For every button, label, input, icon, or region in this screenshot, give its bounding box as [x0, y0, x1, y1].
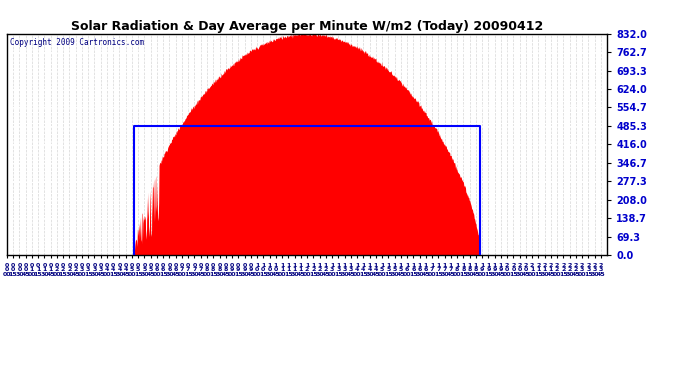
Title: Solar Radiation & Day Average per Minute W/m2 (Today) 20090412: Solar Radiation & Day Average per Minute… [71, 20, 543, 33]
Text: Copyright 2009 Cartronics.com: Copyright 2009 Cartronics.com [10, 38, 144, 47]
